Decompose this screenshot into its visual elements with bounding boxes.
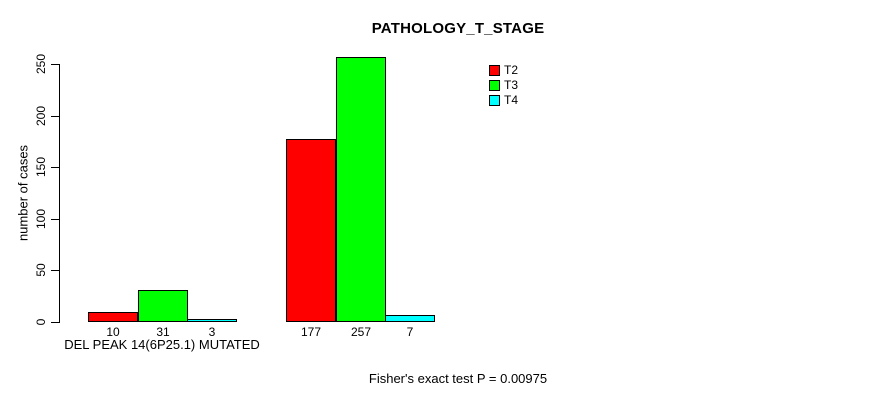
legend-label-t4: T4 [504,93,519,107]
bar-value-label-t3-group2: 257 [350,325,372,339]
y-axis-tick [51,270,59,271]
bar-t3-group1 [138,290,188,322]
bar-value-label-t3-group1: 31 [156,325,170,339]
y-axis-tick-label: 250 [34,53,48,75]
legend-swatch-t2 [489,64,500,76]
legend-swatch-t4 [489,94,500,106]
bar-t3-group2 [336,57,386,322]
legend-label-t2: T2 [504,63,519,77]
legend-item-t2: T2 [489,64,518,76]
y-axis-tick [51,167,59,168]
y-axis-tick [51,116,59,117]
legend-swatch-t3 [489,79,500,91]
x-group-label: DEL PEAK 14(6P25.1) MUTATED [64,337,260,352]
bar-value-label-t2-group1: 10 [106,325,120,339]
bar-value-label-t4-group2: 7 [406,325,414,339]
bar-t4-group1 [187,319,237,322]
bar-value-label-t2-group2: 177 [300,325,322,339]
y-axis-tick-label: 150 [34,156,48,178]
chart-title: PATHOLOGY_T_STAGE [371,20,545,37]
legend-label-t3: T3 [504,78,519,92]
bar-t2-group2 [286,139,336,322]
y-axis-tick-label: 200 [34,105,48,127]
y-axis-tick [51,219,59,220]
annotation-text: Fisher's exact test P = 0.00975 [368,371,548,386]
y-axis-tick-label: 50 [34,263,48,277]
bar-t2-group1 [88,312,138,322]
legend-item-t4: T4 [489,94,518,106]
y-axis-tick-label: 100 [34,208,48,230]
bar-t4-group2 [385,315,435,322]
y-axis-tick [51,64,59,65]
y-axis-tick [51,322,59,323]
y-axis-line [59,64,60,323]
legend-item-t3: T3 [489,79,518,91]
y-axis-tick-label: 0 [34,318,48,326]
y-axis-label: number of cases [15,144,31,242]
bar-value-label-t4-group1: 3 [208,325,216,339]
